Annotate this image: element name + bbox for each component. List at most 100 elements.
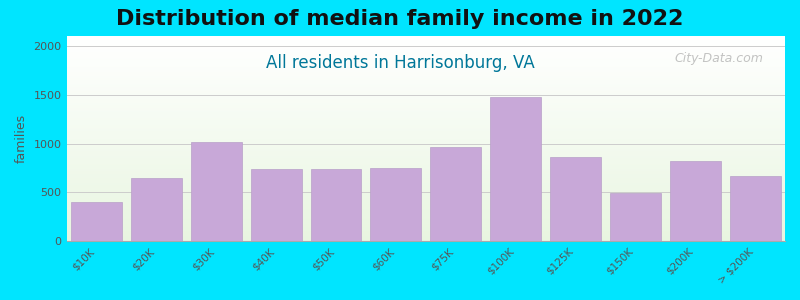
Bar: [66, 49, 785, 50]
Bar: [66, 101, 785, 102]
Bar: [66, 150, 785, 151]
Bar: [66, 87, 785, 88]
Bar: [66, 200, 785, 201]
Bar: [66, 129, 785, 130]
Bar: [66, 146, 785, 147]
Bar: [66, 85, 785, 86]
Bar: [66, 107, 785, 108]
Bar: [66, 228, 785, 229]
Bar: [66, 58, 785, 60]
Text: City-Data.com: City-Data.com: [674, 52, 763, 65]
Bar: [66, 82, 785, 83]
Bar: [66, 225, 785, 226]
Bar: [66, 197, 785, 198]
Bar: [66, 65, 785, 66]
Bar: [66, 151, 785, 152]
Bar: [66, 216, 785, 217]
Bar: [66, 130, 785, 131]
Text: Distribution of median family income in 2022: Distribution of median family income in …: [116, 9, 684, 29]
Bar: [370, 168, 422, 241]
Bar: [310, 169, 362, 241]
Bar: [66, 116, 785, 117]
Bar: [66, 128, 785, 129]
Bar: [66, 68, 785, 69]
Bar: [66, 157, 785, 158]
Bar: [66, 42, 785, 43]
Bar: [66, 219, 785, 220]
Bar: [66, 169, 785, 170]
Bar: [66, 233, 785, 234]
Bar: [66, 177, 785, 178]
Bar: [66, 183, 785, 184]
Bar: [66, 229, 785, 230]
Bar: [66, 224, 785, 225]
Bar: [66, 123, 785, 124]
Bar: [66, 126, 785, 127]
Bar: [66, 185, 785, 186]
Bar: [66, 205, 785, 206]
Bar: [66, 240, 785, 241]
Bar: [66, 212, 785, 214]
Bar: [66, 73, 785, 74]
Bar: [66, 181, 785, 182]
Bar: [66, 188, 785, 189]
Bar: [66, 187, 785, 188]
Bar: [66, 38, 785, 39]
Bar: [66, 193, 785, 194]
Bar: [66, 61, 785, 62]
Bar: [66, 140, 785, 141]
Bar: [66, 190, 785, 191]
Bar: [66, 170, 785, 172]
Bar: [66, 206, 785, 207]
Bar: [66, 41, 785, 42]
Bar: [66, 48, 785, 49]
Bar: [66, 67, 785, 68]
Bar: [66, 232, 785, 233]
Bar: [66, 114, 785, 115]
Bar: [66, 198, 785, 199]
Bar: [66, 122, 785, 123]
Bar: [250, 169, 302, 241]
Bar: [66, 119, 785, 120]
Bar: [66, 194, 785, 195]
Bar: [66, 236, 785, 237]
Bar: [66, 162, 785, 163]
Bar: [66, 222, 785, 223]
Bar: [66, 142, 785, 143]
Bar: [490, 97, 541, 241]
Bar: [66, 178, 785, 180]
Bar: [66, 108, 785, 109]
Bar: [66, 208, 785, 209]
Bar: [66, 195, 785, 196]
Bar: [66, 182, 785, 183]
Bar: [550, 157, 601, 241]
Bar: [66, 70, 785, 71]
Bar: [66, 159, 785, 160]
Bar: [66, 152, 785, 153]
Bar: [131, 178, 182, 241]
Bar: [66, 167, 785, 168]
Bar: [66, 39, 785, 40]
Bar: [66, 203, 785, 204]
Bar: [66, 160, 785, 161]
Bar: [66, 55, 785, 56]
Bar: [66, 230, 785, 231]
Bar: [66, 175, 785, 176]
Bar: [66, 127, 785, 128]
Bar: [66, 64, 785, 65]
Bar: [66, 161, 785, 162]
Bar: [66, 113, 785, 114]
Bar: [66, 234, 785, 235]
Bar: [66, 149, 785, 150]
Bar: [66, 72, 785, 73]
Bar: [66, 226, 785, 227]
Bar: [66, 117, 785, 118]
Bar: [66, 173, 785, 175]
Bar: [66, 209, 785, 211]
Bar: [66, 158, 785, 159]
Bar: [66, 163, 785, 164]
Bar: [66, 62, 785, 63]
Bar: [66, 83, 785, 84]
Bar: [66, 63, 785, 64]
Y-axis label: families: families: [15, 114, 28, 163]
